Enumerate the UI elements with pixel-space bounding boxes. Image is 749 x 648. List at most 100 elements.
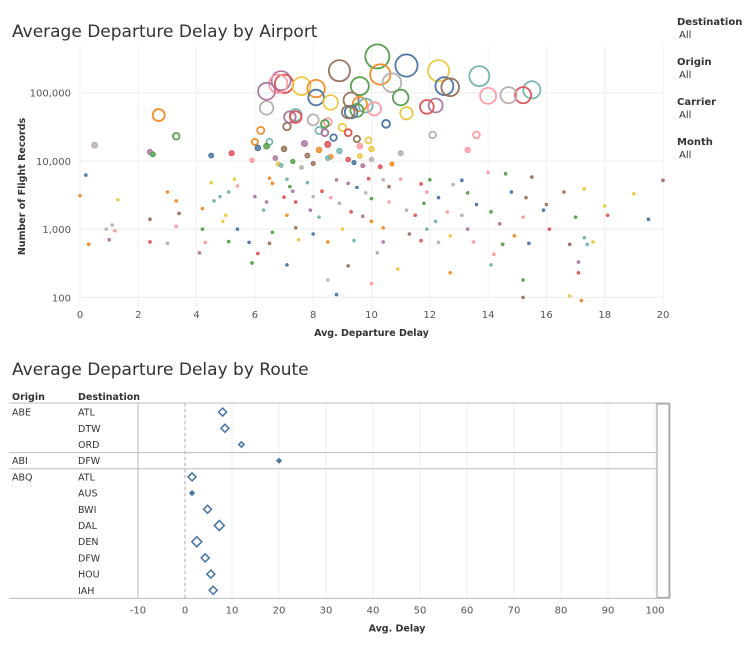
data-point (85, 174, 87, 176)
data-point (398, 151, 403, 156)
data-point (279, 164, 283, 168)
destination-label: DEN (78, 537, 98, 548)
data-point (335, 179, 337, 181)
data-point (291, 159, 295, 163)
origin-label: ABE (12, 408, 31, 419)
data-point (105, 228, 107, 230)
data-point (150, 152, 155, 157)
destination-label: IAH (78, 586, 94, 597)
data-point (548, 228, 550, 230)
x-tick-label: 10 (365, 310, 378, 321)
data-point (327, 241, 329, 243)
x-tick-label: 0 (77, 310, 83, 321)
data-point (368, 102, 381, 115)
destination-label: HOU (78, 570, 100, 581)
x-tick-label: 18 (598, 310, 611, 321)
data-point (173, 133, 180, 140)
x-tick-label: 12 (423, 310, 436, 321)
data-point (563, 191, 565, 193)
destination-label: ORD (78, 440, 99, 451)
data-point (311, 161, 315, 165)
data-point (356, 186, 358, 188)
data-point (490, 264, 492, 266)
data-point (347, 182, 349, 184)
data-point (286, 214, 288, 216)
data-point (295, 227, 297, 229)
data-point (352, 160, 356, 164)
data-point (472, 241, 474, 243)
data-point (227, 191, 229, 193)
y-tick-label: 100,000 (30, 89, 71, 100)
data-point (210, 181, 212, 183)
data-point (414, 214, 416, 216)
x-tick-label: 10 (226, 605, 239, 616)
data-point (369, 146, 374, 151)
data-point (271, 231, 273, 233)
airport-scatter-chart[interactable]: 100 1,000 10,000 100,000 0 2 4 6 8 10 12 14 16 18 20 Av… (0, 0, 749, 350)
data-point (153, 109, 165, 121)
data-point-diamond (219, 408, 227, 416)
data-point (370, 220, 372, 222)
data-point (399, 178, 401, 180)
data-point (574, 216, 576, 218)
data-point (465, 147, 470, 152)
data-point (490, 211, 492, 213)
data-point (346, 157, 350, 161)
data-point (525, 196, 527, 198)
data-point (493, 253, 495, 255)
data-point (149, 241, 151, 243)
data-point (437, 196, 439, 198)
data-point (449, 272, 451, 274)
data-point (531, 176, 533, 178)
y-tick-label: 100 (52, 293, 71, 304)
data-point-diamond (214, 521, 224, 531)
data-point (166, 242, 168, 244)
x-tick-label: 20 (273, 605, 286, 616)
data-point-diamond (204, 505, 212, 513)
destination-label: BWI (78, 505, 96, 516)
data-point (580, 299, 582, 301)
data-point (426, 191, 428, 193)
data-point (662, 179, 664, 181)
data-point (408, 233, 410, 235)
data-point (260, 101, 274, 115)
data-point (461, 179, 463, 181)
data-point (236, 185, 238, 187)
route-delay-chart[interactable]: Origin Destination ABE ATL DTW ORD ABI DFW ABQ AT… (0, 350, 749, 648)
data-point (358, 154, 363, 159)
data-point (250, 158, 254, 162)
x-tick-label: 70 (508, 605, 521, 616)
data-point (501, 243, 503, 245)
destination-label: DTW (78, 424, 101, 435)
destination-label: DAL (78, 521, 98, 532)
data-point (370, 197, 372, 199)
data-point-diamond (207, 570, 215, 578)
destination-label: ATL (78, 408, 96, 419)
x-axis-title: Avg. Delay (369, 623, 427, 634)
data-point (528, 242, 530, 244)
data-point (306, 181, 308, 183)
data-point-diamond (188, 473, 196, 481)
data-point (388, 185, 390, 187)
data-point (257, 252, 259, 254)
data-point (175, 200, 177, 202)
data-point (286, 264, 288, 266)
data-point (302, 141, 308, 147)
data-point (350, 211, 352, 213)
data-point (316, 147, 321, 152)
data-point (175, 225, 177, 227)
data-point (347, 265, 349, 267)
destination-label: DFW (78, 456, 101, 467)
x-tick-label: 50 (414, 605, 427, 616)
data-point (117, 199, 119, 201)
data-point (255, 145, 260, 150)
data-point (577, 261, 579, 263)
data-point (225, 214, 227, 216)
data-point (254, 195, 256, 197)
data-point (475, 203, 477, 205)
data-point (353, 239, 355, 241)
data-point (361, 164, 365, 168)
data-point (111, 224, 113, 226)
data-point (329, 60, 350, 81)
data-point (446, 211, 448, 213)
